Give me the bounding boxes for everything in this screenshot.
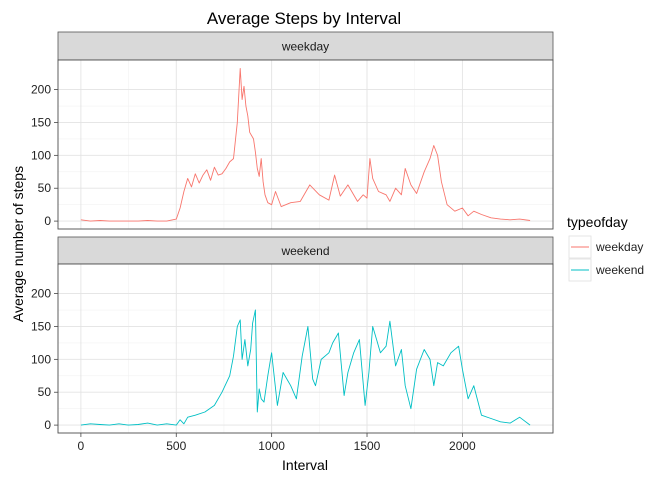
- series-line-weekend: [80, 309, 531, 426]
- legend: typeofday weekday weekend: [567, 214, 644, 282]
- panel-background: [58, 60, 553, 229]
- x-tick-label: 0: [78, 439, 85, 453]
- y-tick-label: 100: [31, 148, 51, 162]
- facet-strip: [57, 236, 554, 265]
- y-tick-label: 50: [38, 385, 52, 399]
- legend-item-weekend: weekend: [568, 258, 644, 282]
- x-tick-label: 1000: [258, 439, 285, 453]
- x-tick-label: 2000: [449, 439, 476, 453]
- legend-title: typeofday: [567, 214, 628, 230]
- y-tick-label: 150: [31, 319, 51, 333]
- facet-strip-label: weekend: [280, 244, 329, 258]
- legend-label: weekday: [595, 240, 643, 254]
- panel-border: [57, 59, 554, 230]
- y-tick-label: 200: [31, 287, 51, 301]
- x-tick-label: 1500: [354, 439, 381, 453]
- y-tick-label: 100: [31, 352, 51, 366]
- legend-item-weekday: weekday: [568, 235, 643, 259]
- y-tick-label: 0: [44, 214, 51, 228]
- y-tick-label: 150: [31, 115, 51, 129]
- facet-strip: [57, 31, 554, 61]
- y-tick-label: 200: [31, 83, 51, 97]
- y-axis-title: Average number of steps: [10, 166, 26, 322]
- panel-border: [57, 263, 554, 434]
- panel-background: [58, 264, 553, 433]
- legend-label: weekend: [595, 263, 644, 277]
- y-tick-label: 50: [38, 181, 52, 195]
- chart-title: Average Steps by Interval: [207, 9, 401, 28]
- series-line-weekday: [80, 68, 531, 222]
- x-axis-title: Interval: [282, 457, 328, 473]
- y-tick-label: 0: [44, 418, 51, 432]
- facet-strip-label: weekday: [281, 40, 329, 54]
- facet-panel-weekday: weekday 0 50 100 150 200: [31, 31, 554, 230]
- x-tick-label: 500: [166, 439, 186, 453]
